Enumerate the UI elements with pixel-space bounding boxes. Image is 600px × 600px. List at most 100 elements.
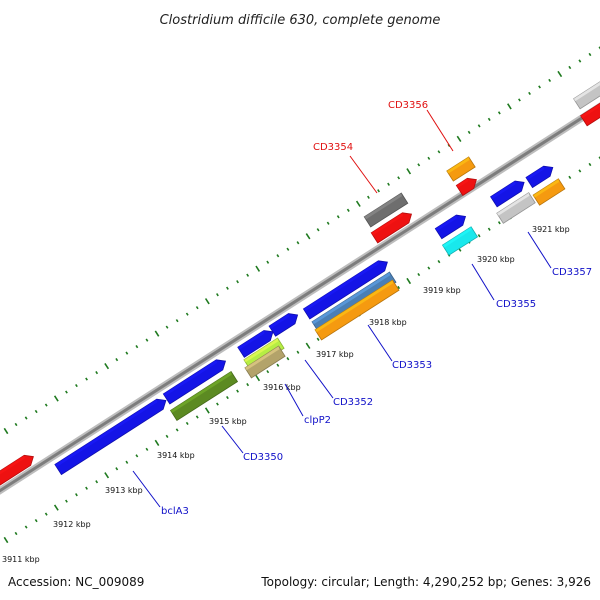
minor-tick <box>336 215 340 219</box>
minor-tick <box>95 480 99 484</box>
feature-cd3352-highlight <box>303 260 379 312</box>
tick-label: 3913 kbp <box>105 486 143 495</box>
major-tick <box>255 374 261 382</box>
feature-darkgray[interactable] <box>363 192 409 228</box>
feature-cd3353-b-highlight <box>315 280 394 333</box>
minor-tick <box>236 280 239 284</box>
feature-bcla3[interactable] <box>54 398 167 476</box>
minor-tick <box>538 85 541 89</box>
minor-tick <box>185 421 189 426</box>
feature-cd3354-highlight <box>371 212 404 236</box>
minor-tick <box>24 525 28 529</box>
major-tick <box>456 135 462 143</box>
minor-tick <box>397 285 401 290</box>
major-tick <box>204 298 210 305</box>
tick-label: 3921 kbp <box>532 225 570 234</box>
major-tick <box>53 395 59 402</box>
tick-label: 3918 kbp <box>369 318 407 327</box>
minor-tick <box>316 337 320 341</box>
tick-label: 3912 kbp <box>53 520 91 529</box>
gene-label-cd3355[interactable]: CD3355 <box>496 299 536 310</box>
feature-clpp2-highlight <box>243 338 279 363</box>
minor-tick <box>296 241 300 245</box>
minor-tick <box>135 344 139 349</box>
gene-label-cd3350[interactable]: CD3350 <box>243 452 283 463</box>
gene-label-bclA3[interactable]: bclA3 <box>161 506 189 517</box>
gene-label-cd3353[interactable]: CD3353 <box>392 360 432 371</box>
gene-label-cd3352[interactable]: CD3352 <box>333 397 373 408</box>
minor-tick <box>427 156 431 160</box>
feature-orange[interactable] <box>446 156 476 182</box>
feature-blue[interactable] <box>237 330 274 358</box>
feature-cd3350-outer-highlight <box>163 359 218 397</box>
minor-tick <box>266 260 270 264</box>
minor-tick <box>266 370 270 374</box>
minor-tick <box>44 512 48 516</box>
feature-cd3353-b[interactable] <box>314 279 400 341</box>
minor-tick <box>175 319 179 323</box>
minor-tick <box>24 416 28 420</box>
minor-tick <box>195 306 199 310</box>
label-leaders <box>132 109 552 508</box>
minor-tick <box>125 460 129 464</box>
feature-red-highlight <box>0 455 25 475</box>
tick-label: 3916 kbp <box>263 383 301 392</box>
tick-labels: 3911 kbp 3912 kbp 3913 kbp 3914 kbp 3915… <box>2 225 570 564</box>
minor-tick <box>588 52 592 57</box>
minor-tick <box>14 422 18 427</box>
minor-tick <box>165 434 169 439</box>
minor-tick <box>417 163 421 167</box>
map-title: Clostridium difficile 630, complete geno… <box>160 13 441 28</box>
minor-tick <box>276 363 280 367</box>
feature-cd3357[interactable] <box>525 165 554 189</box>
accession-text: Accession: NC_009089 <box>8 575 144 589</box>
genome-backbone <box>0 102 600 495</box>
minor-tick <box>487 117 491 122</box>
minor-tick <box>75 383 78 388</box>
minor-tick <box>44 403 48 407</box>
feature-cd3353-a-highlight <box>312 272 391 325</box>
minor-tick <box>85 377 88 381</box>
feature-cd3356-highlight <box>456 178 469 188</box>
minor-tick <box>125 351 129 355</box>
major-tick <box>104 362 110 370</box>
major-tick <box>204 407 210 414</box>
gene-features <box>0 79 600 486</box>
feature-red-highlight <box>580 103 600 119</box>
feature-clpp2-b-highlight <box>244 346 280 371</box>
minor-tick <box>95 370 99 375</box>
major-tick <box>3 427 9 435</box>
minor-tick <box>216 402 219 406</box>
gene-label-cd3354[interactable]: CD3354 <box>313 142 353 153</box>
feature-blue-highlight <box>237 330 265 350</box>
gene-label-cd3356[interactable]: CD3356 <box>388 100 428 111</box>
minor-tick <box>286 247 290 251</box>
minor-tick <box>588 162 592 167</box>
gene-label-cd3357[interactable]: CD3357 <box>552 267 592 278</box>
feature-cd3352[interactable] <box>302 260 388 320</box>
minor-tick <box>195 415 199 419</box>
minor-tick <box>226 395 229 400</box>
tick-label: 3917 kbp <box>316 350 354 359</box>
tick-label: 3911 kbp <box>2 555 40 564</box>
minor-tick <box>487 227 491 231</box>
gene-label-clpp2[interactable]: clpP2 <box>304 415 331 426</box>
tick-label: 3915 kbp <box>209 417 247 426</box>
minor-tick <box>598 46 600 50</box>
feature-red[interactable] <box>0 454 34 486</box>
minor-tick <box>497 221 501 225</box>
major-tick <box>154 439 160 447</box>
minor-tick <box>316 228 320 232</box>
major-tick <box>406 277 412 285</box>
minor-tick <box>65 499 68 503</box>
major-tick <box>507 103 512 110</box>
minor-tick <box>145 447 149 451</box>
feature-gray[interactable] <box>573 79 600 110</box>
feature-gray[interactable] <box>496 192 536 224</box>
tick-label: 3914 kbp <box>157 451 195 460</box>
major-tick <box>255 265 261 272</box>
feature-cd3350-highlight <box>170 371 232 413</box>
tick-label: 3920 kbp <box>477 255 515 264</box>
minor-tick <box>367 195 370 199</box>
